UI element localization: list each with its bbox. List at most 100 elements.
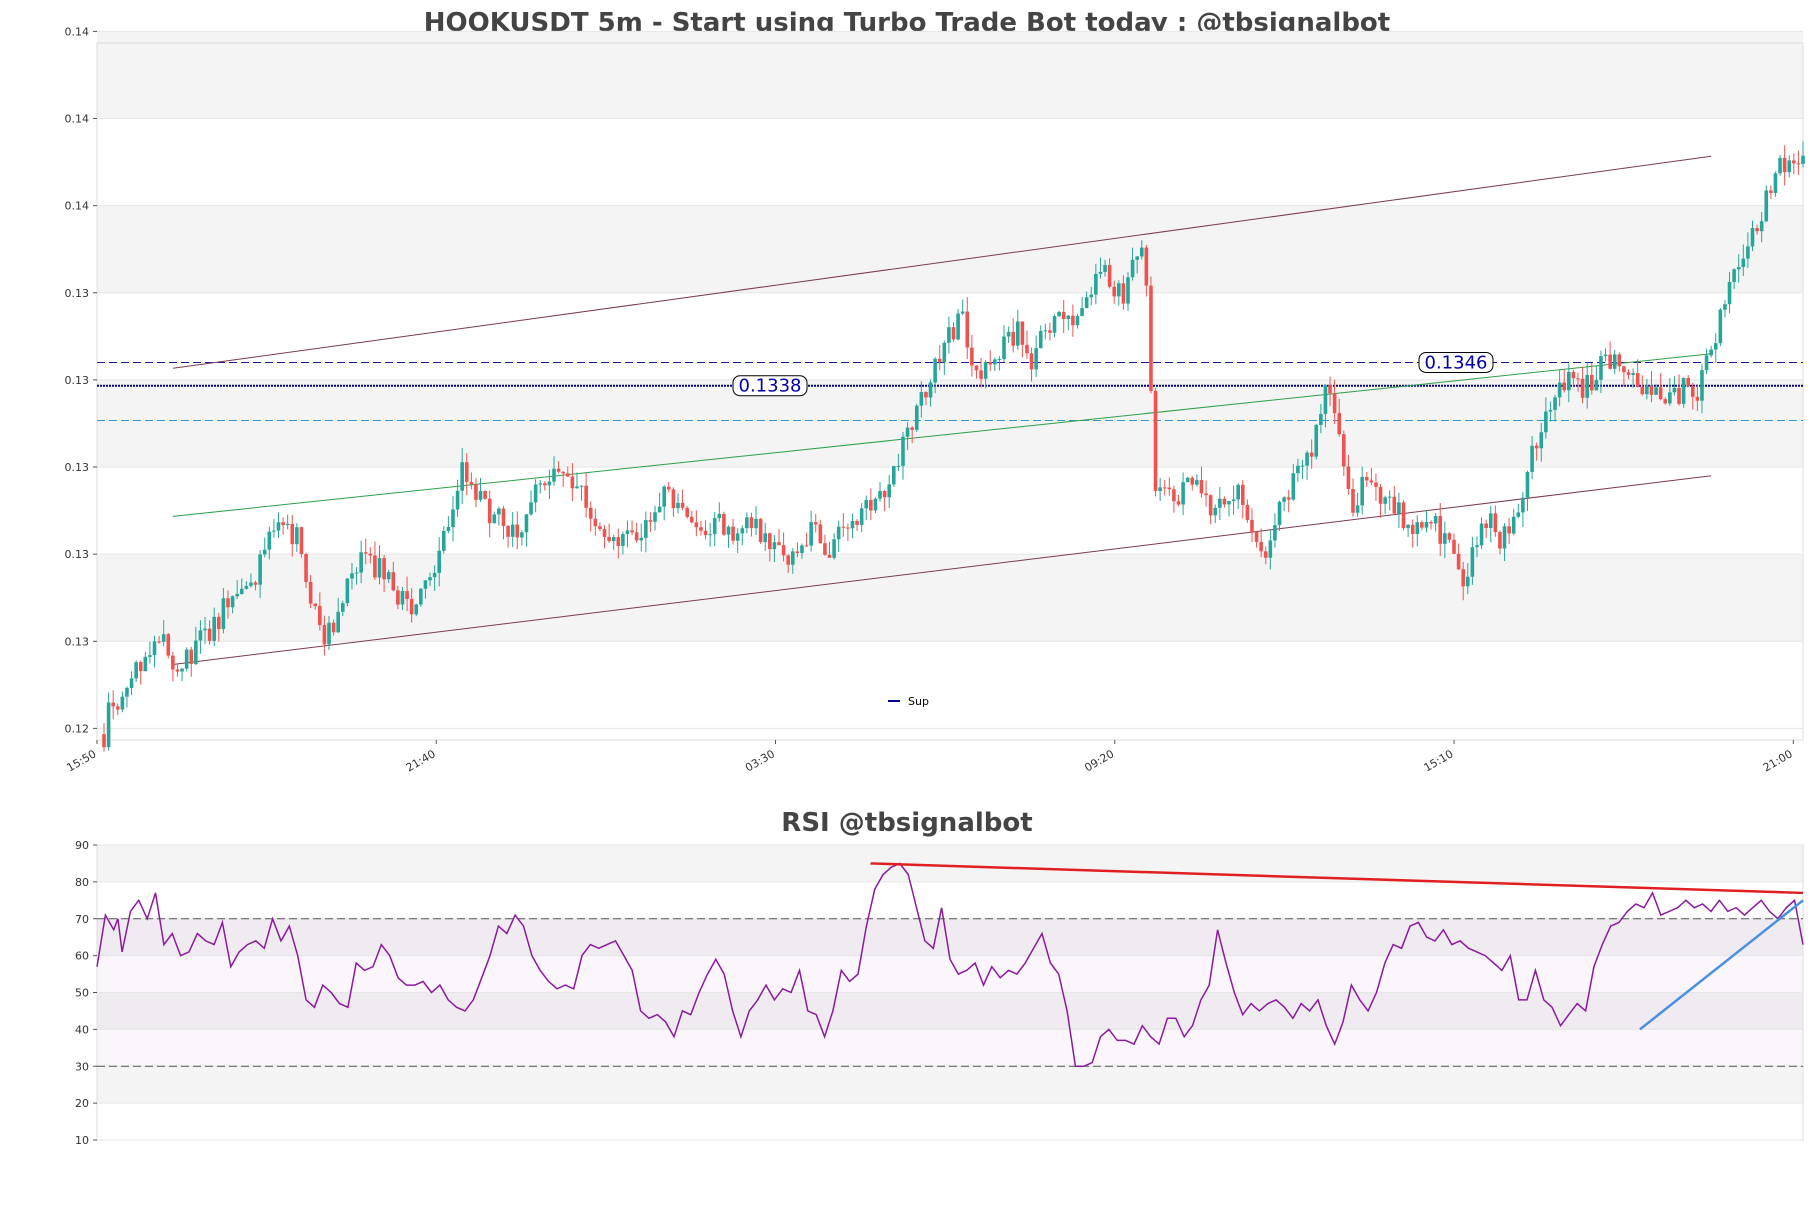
candle-body bbox=[1360, 476, 1364, 506]
candle-body bbox=[350, 573, 354, 579]
candle-body bbox=[474, 484, 478, 500]
candle-body bbox=[1153, 390, 1158, 492]
candle-body bbox=[662, 486, 667, 507]
candle-body bbox=[1530, 445, 1534, 472]
candle-body bbox=[258, 554, 262, 585]
candle-body bbox=[285, 523, 290, 526]
candle-body bbox=[1020, 321, 1025, 345]
candle-body bbox=[478, 491, 483, 500]
candle-body bbox=[469, 481, 474, 485]
price-band bbox=[97, 205, 1803, 293]
candle-body bbox=[1567, 371, 1571, 391]
candle-body bbox=[1351, 489, 1355, 513]
candle-body bbox=[1282, 497, 1286, 502]
rsi-y-tick-label: 70 bbox=[75, 913, 89, 926]
candle-body bbox=[809, 522, 813, 546]
candle-body bbox=[1043, 330, 1048, 332]
candle-body bbox=[933, 358, 937, 383]
candle-body bbox=[1342, 434, 1346, 467]
rsi-y-tick-label: 40 bbox=[75, 1023, 89, 1036]
candle-body bbox=[735, 533, 740, 541]
rsi-y-tick-label: 90 bbox=[75, 839, 89, 852]
candle-body bbox=[947, 327, 951, 343]
candle-body bbox=[1741, 258, 1746, 268]
candle-body bbox=[212, 616, 217, 641]
candle-body bbox=[1778, 157, 1782, 174]
level-label-box-resistance bbox=[1418, 351, 1494, 373]
candle-body bbox=[221, 598, 226, 630]
candle-body bbox=[207, 628, 212, 641]
price-y-tick-label: 0.13 bbox=[65, 548, 90, 561]
candle-body bbox=[1387, 496, 1392, 498]
candle-body bbox=[1443, 533, 1447, 544]
candle-body bbox=[249, 582, 253, 586]
candle-body bbox=[442, 530, 446, 551]
candle-body bbox=[1438, 516, 1443, 544]
candle-body bbox=[1112, 286, 1117, 297]
candle-body bbox=[671, 489, 676, 509]
candle-body bbox=[1025, 344, 1029, 354]
candle-body bbox=[428, 577, 432, 581]
candle-body bbox=[405, 591, 409, 600]
candle-body bbox=[722, 513, 726, 535]
candle-body bbox=[382, 558, 386, 580]
candle-body bbox=[497, 508, 501, 515]
candle-body bbox=[1383, 497, 1387, 504]
candle-body bbox=[373, 555, 377, 578]
candle-body bbox=[1263, 551, 1268, 558]
candle-body bbox=[887, 484, 892, 498]
candle-body bbox=[1580, 378, 1585, 398]
candle-body bbox=[308, 581, 313, 604]
candle-body bbox=[1011, 331, 1015, 346]
candle-body bbox=[832, 539, 836, 558]
candle-body bbox=[203, 628, 207, 631]
candle-body bbox=[1002, 336, 1006, 360]
candle-body bbox=[166, 634, 171, 656]
candle-body bbox=[524, 514, 529, 533]
candle-body bbox=[1562, 382, 1567, 391]
candle-body bbox=[768, 533, 772, 550]
candle-body bbox=[1291, 473, 1296, 500]
candle-body bbox=[1061, 311, 1066, 320]
candle-body bbox=[510, 524, 515, 537]
candle-body bbox=[134, 662, 138, 679]
price-y-tick-label: 0.14 bbox=[65, 200, 90, 213]
candle-body bbox=[290, 523, 295, 545]
candle-body bbox=[689, 516, 694, 523]
price-plot-frame bbox=[96, 42, 1804, 741]
candle-body bbox=[1135, 256, 1139, 260]
candle-body bbox=[694, 522, 699, 528]
rsi-trend-lines bbox=[870, 862, 1804, 1031]
candle-body bbox=[455, 490, 460, 510]
candle-body bbox=[1286, 497, 1291, 500]
candle-body bbox=[1378, 486, 1383, 504]
candle-body bbox=[1355, 505, 1360, 513]
candle-body bbox=[419, 588, 423, 605]
candle-body bbox=[1158, 487, 1162, 492]
candle-body bbox=[235, 593, 239, 597]
candle-body bbox=[1750, 228, 1755, 247]
price-x-tick-label: 21:40 bbox=[404, 747, 438, 774]
candle-body bbox=[1296, 465, 1300, 474]
candle-body bbox=[1084, 297, 1089, 309]
candle-body bbox=[1176, 501, 1181, 505]
candle-body bbox=[538, 483, 543, 485]
candle-body bbox=[836, 526, 841, 540]
candle-body bbox=[1332, 393, 1337, 414]
candle-body bbox=[327, 622, 331, 645]
candle-body bbox=[1544, 411, 1548, 433]
candle-body bbox=[914, 405, 919, 430]
candle-body bbox=[437, 550, 442, 573]
candle-body bbox=[322, 625, 327, 645]
candle-body bbox=[1323, 384, 1328, 414]
candle-body bbox=[262, 549, 267, 555]
candle-body bbox=[1461, 569, 1465, 587]
candle-body bbox=[1094, 273, 1098, 295]
candle-body bbox=[106, 702, 111, 748]
rsi-band bbox=[97, 845, 1803, 882]
rsi-line bbox=[96, 862, 1804, 1068]
candle-body bbox=[625, 530, 630, 535]
candle-body bbox=[1130, 259, 1135, 278]
candle-body bbox=[1677, 387, 1681, 404]
candle-body bbox=[460, 462, 464, 491]
